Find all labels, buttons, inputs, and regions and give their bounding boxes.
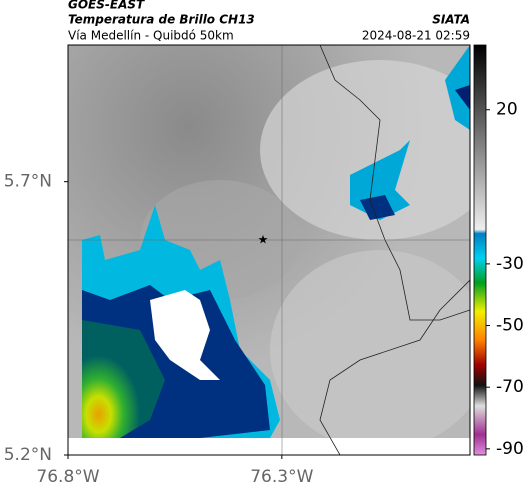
colorbar-label: -90 xyxy=(496,439,524,459)
product: Temperatura de Brillo CH13 xyxy=(68,13,255,27)
lat-label: 5.7°N xyxy=(4,172,52,192)
source: GOES-EAST xyxy=(68,0,145,12)
colorbar-label: -70 xyxy=(496,377,524,397)
map-frame xyxy=(67,44,471,456)
org: SIATA xyxy=(432,13,470,27)
datetime: 2024-08-21 02:59 xyxy=(362,29,470,43)
colorbar-label: -50 xyxy=(496,316,524,336)
lon-label: 76.8°W xyxy=(36,467,99,487)
colorbar-label: 20 xyxy=(496,100,518,120)
colorbar-label: -30 xyxy=(496,254,524,274)
region: Vía Medellín - Quibdó 50km xyxy=(68,29,234,43)
satellite-image: ★ xyxy=(68,45,470,455)
svg-text:★: ★ xyxy=(258,233,269,247)
lon-label: 76.3°W xyxy=(250,467,313,487)
colorbar xyxy=(473,44,487,456)
lat-label: 5.2°N xyxy=(4,445,52,465)
